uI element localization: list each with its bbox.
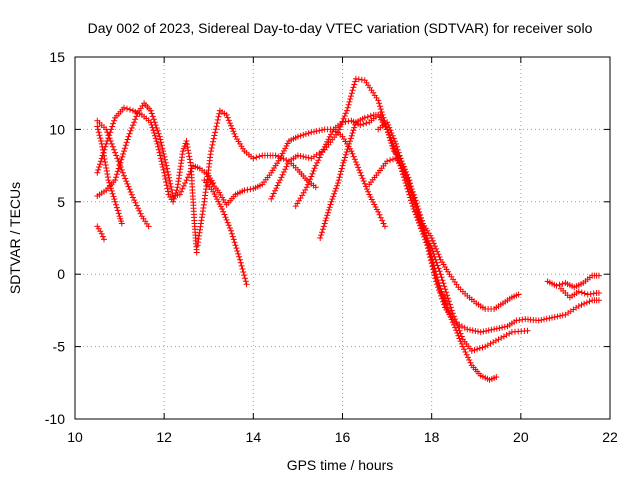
chart-title: Day 002 of 2023, Sidereal Day-to-day VTE… — [88, 20, 593, 36]
y-tick-label: -5 — [53, 339, 66, 355]
series-track-14 — [544, 272, 602, 291]
series-markers — [94, 117, 152, 230]
x-tick-label: 14 — [246, 429, 262, 445]
y-tick-label: 15 — [49, 49, 65, 65]
x-tick-label: 20 — [513, 429, 529, 445]
series-track-15 — [558, 285, 602, 301]
y-tick-label: -10 — [45, 411, 65, 427]
series-track-7 — [205, 126, 388, 230]
y-axis-label: SDTVAR / TECUs — [7, 182, 23, 294]
series-track-3 — [94, 223, 107, 243]
x-tick-label: 16 — [335, 429, 351, 445]
series-markers — [201, 177, 250, 288]
x-tick-label: 12 — [156, 429, 172, 445]
x-tick-label: 22 — [602, 429, 618, 445]
series-track-1 — [94, 117, 152, 230]
series-markers — [558, 285, 602, 301]
x-axis-label: GPS time / hours — [287, 457, 394, 473]
series-track-8 — [201, 177, 250, 288]
axis-ticks: 10 12 14 16 18 20 22 -10 -5 0 5 10 15 — [45, 49, 618, 445]
data-series — [94, 75, 602, 383]
y-tick-label: 10 — [49, 121, 65, 137]
series-markers — [544, 272, 602, 291]
x-tick-label: 10 — [67, 429, 83, 445]
series-track-5 — [94, 104, 200, 256]
series-markers — [94, 223, 107, 243]
series-markers — [205, 126, 388, 230]
series-markers — [375, 119, 451, 307]
series-track-13 — [375, 119, 451, 307]
series-markers — [94, 104, 200, 256]
y-tick-label: 0 — [57, 266, 65, 282]
y-tick-label: 5 — [57, 194, 65, 210]
x-tick-label: 18 — [424, 429, 440, 445]
